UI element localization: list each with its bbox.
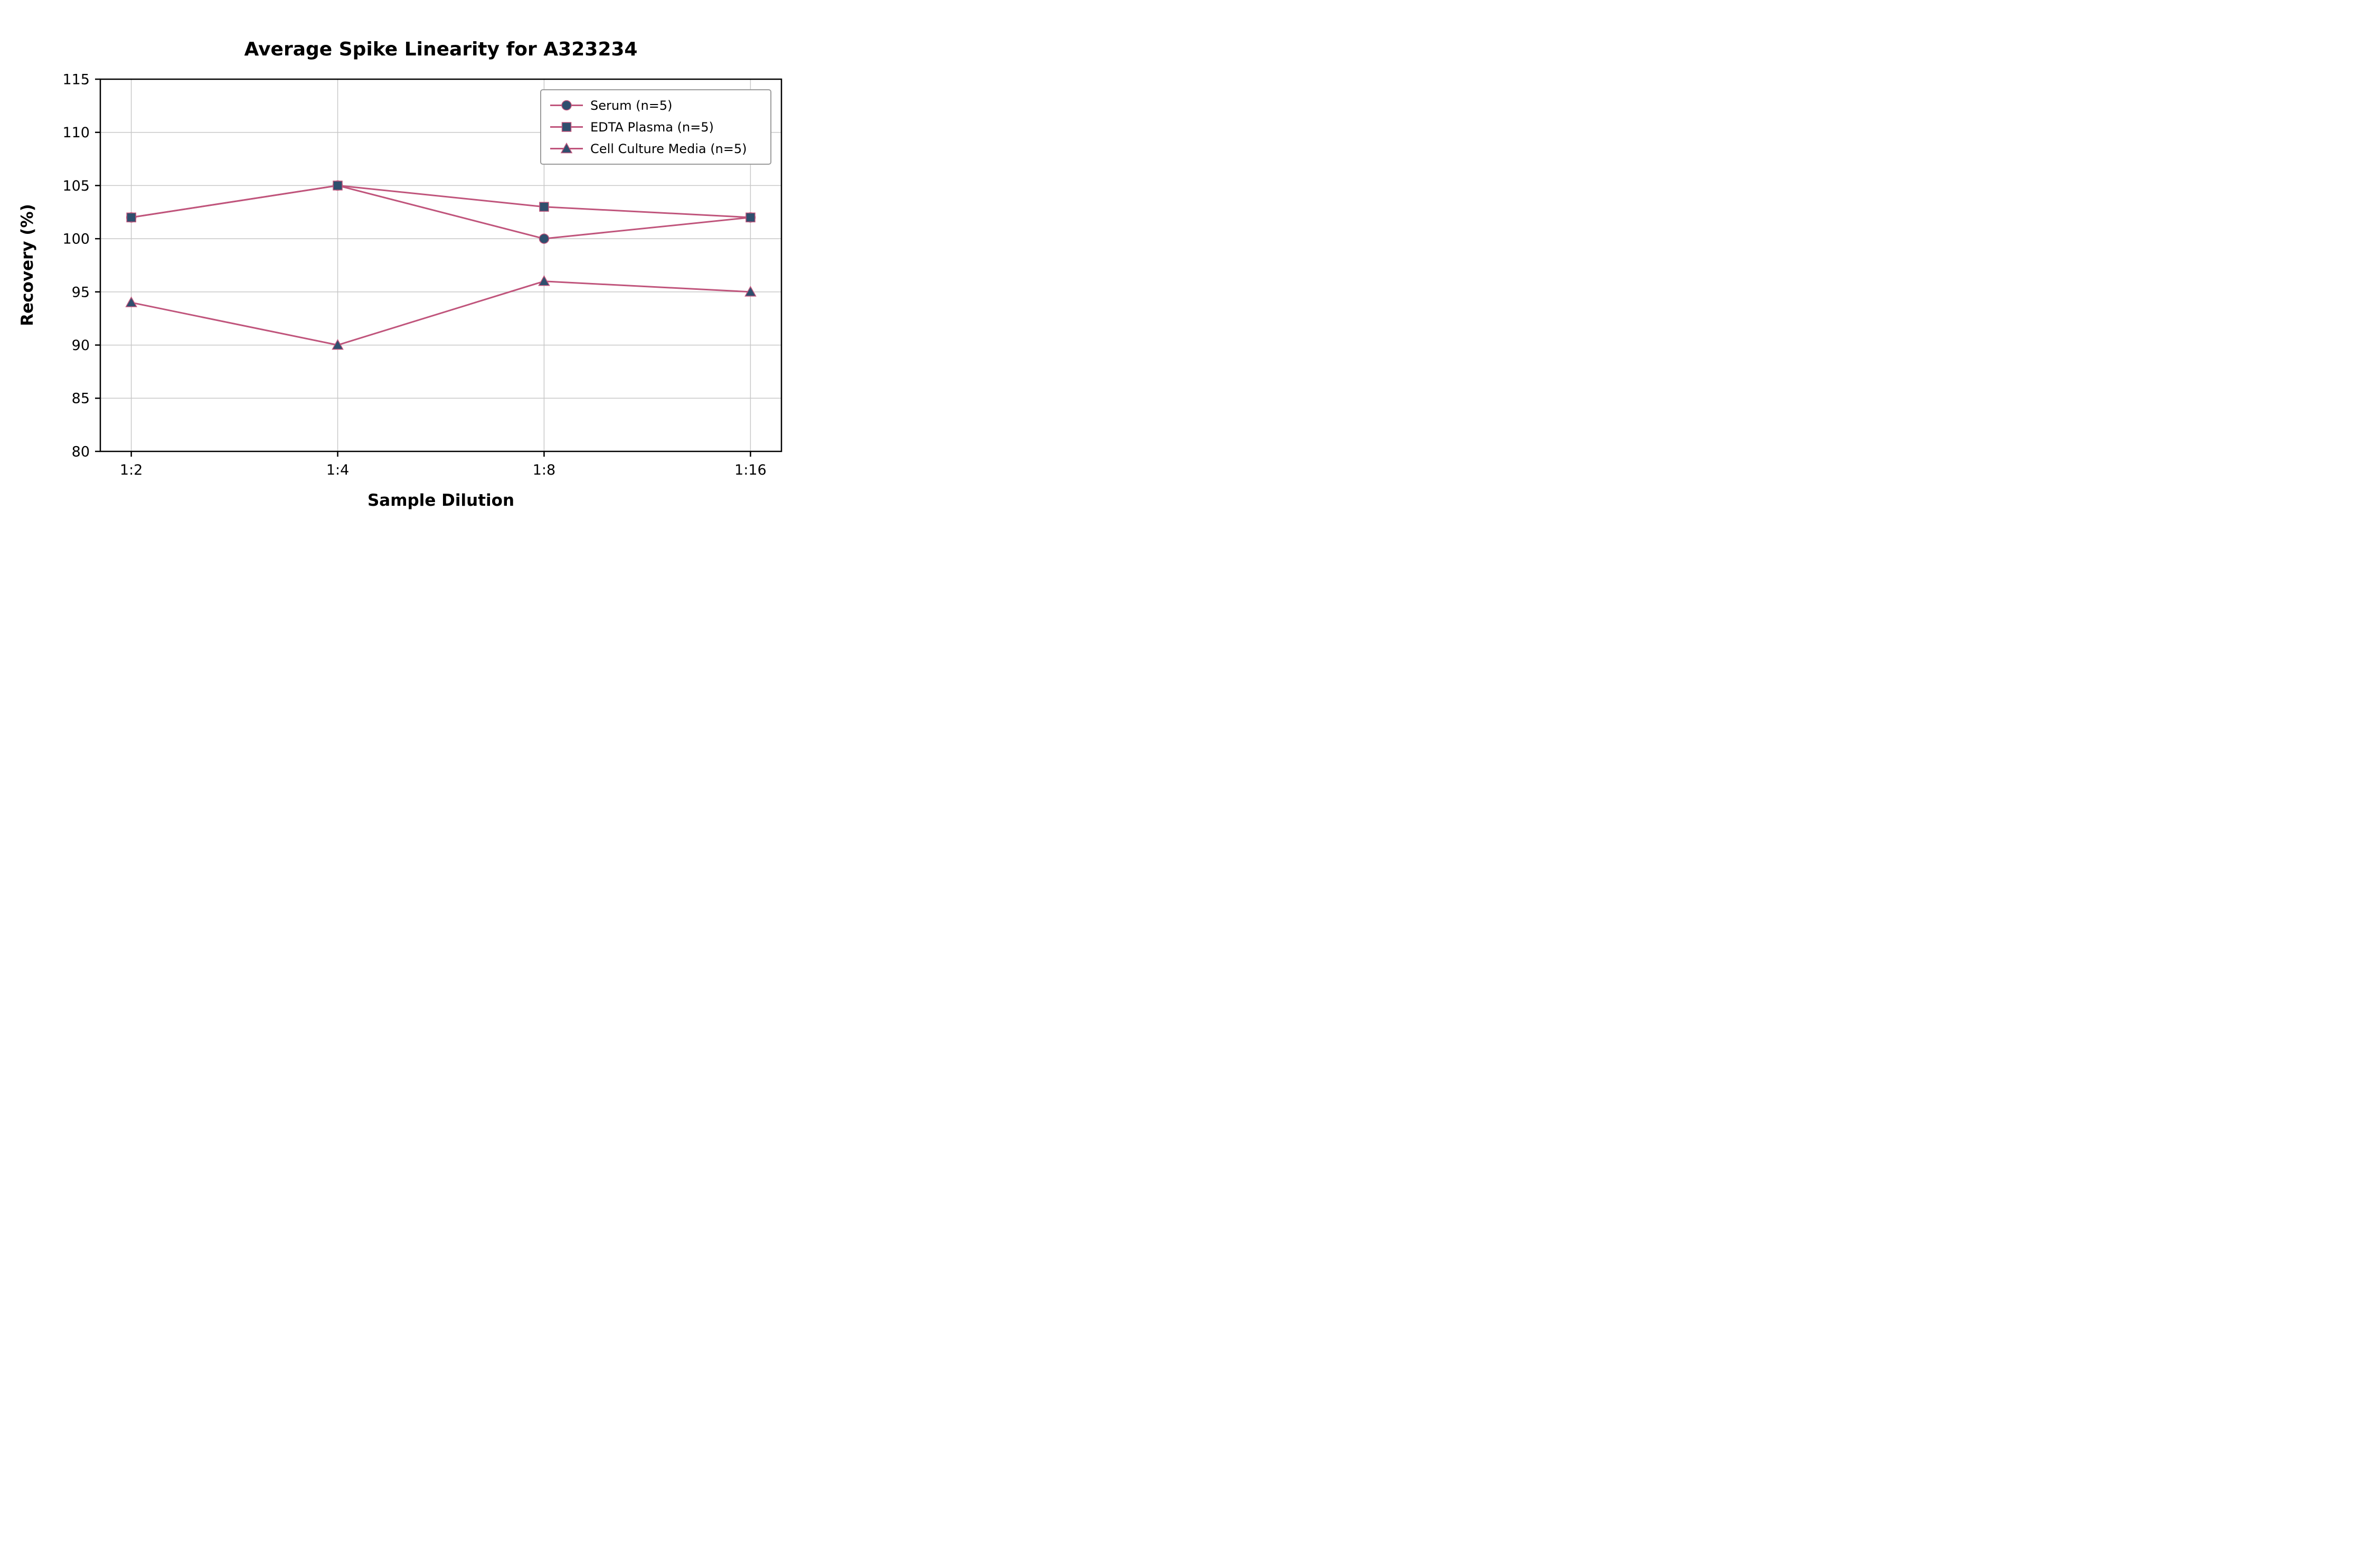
- y-tick-label: 95: [72, 284, 90, 300]
- y-axis-label: Recovery (%): [18, 204, 37, 326]
- x-tick-label: 1:8: [533, 462, 555, 478]
- x-tick-label: 1:16: [734, 462, 767, 478]
- y-tick-label: 90: [72, 337, 90, 354]
- marker-square-icon: [561, 122, 572, 132]
- marker-triangle-icon: [560, 142, 573, 154]
- y-tick-label: 80: [72, 443, 90, 460]
- x-tick-label: 1:2: [120, 462, 143, 478]
- marker-triangle-icon: [744, 286, 757, 297]
- legend-label: Serum (n=5): [590, 98, 672, 113]
- x-tick-label: 1:4: [326, 462, 349, 478]
- legend-label: EDTA Plasma (n=5): [590, 120, 714, 135]
- legend-label: Cell Culture Media (n=5): [590, 141, 747, 156]
- marker-square-icon: [126, 212, 136, 223]
- x-axis-label: Sample Dilution: [367, 491, 514, 510]
- y-tick-label: 100: [62, 231, 90, 248]
- line-chart: 1:2 1:4 1:8 1:16 80 85 90 95 100 105 110 115 Serum (…: [18, 39, 782, 510]
- chart-title: Average Spike Linearity for A323234: [244, 39, 638, 60]
- legend-box: [540, 89, 771, 165]
- y-tick-label: 105: [62, 178, 90, 194]
- marker-triangle-icon: [538, 275, 550, 286]
- plot-area: 1:2 1:4 1:8 1:16 80 85 90 95 100 105 110 115 Serum (…: [62, 71, 782, 478]
- marker-circle-icon: [539, 233, 550, 244]
- marker-circle-icon: [561, 100, 572, 111]
- marker-triangle-icon: [125, 296, 137, 307]
- plot-border: [99, 78, 782, 452]
- y-tick-label: 110: [62, 125, 90, 141]
- y-tick-label: 85: [72, 391, 90, 407]
- series-line: [131, 184, 751, 219]
- marker-triangle-icon: [332, 339, 344, 350]
- y-tick-label: 115: [62, 71, 90, 88]
- marker-square-icon: [333, 181, 343, 191]
- chart-figure: 1:2 1:4 1:8 1:16 80 85 90 95 100 105 110 115 Serum (…: [0, 0, 792, 523]
- marker-square-icon: [746, 212, 756, 223]
- marker-square-icon: [539, 202, 549, 212]
- series-line: [131, 280, 751, 346]
